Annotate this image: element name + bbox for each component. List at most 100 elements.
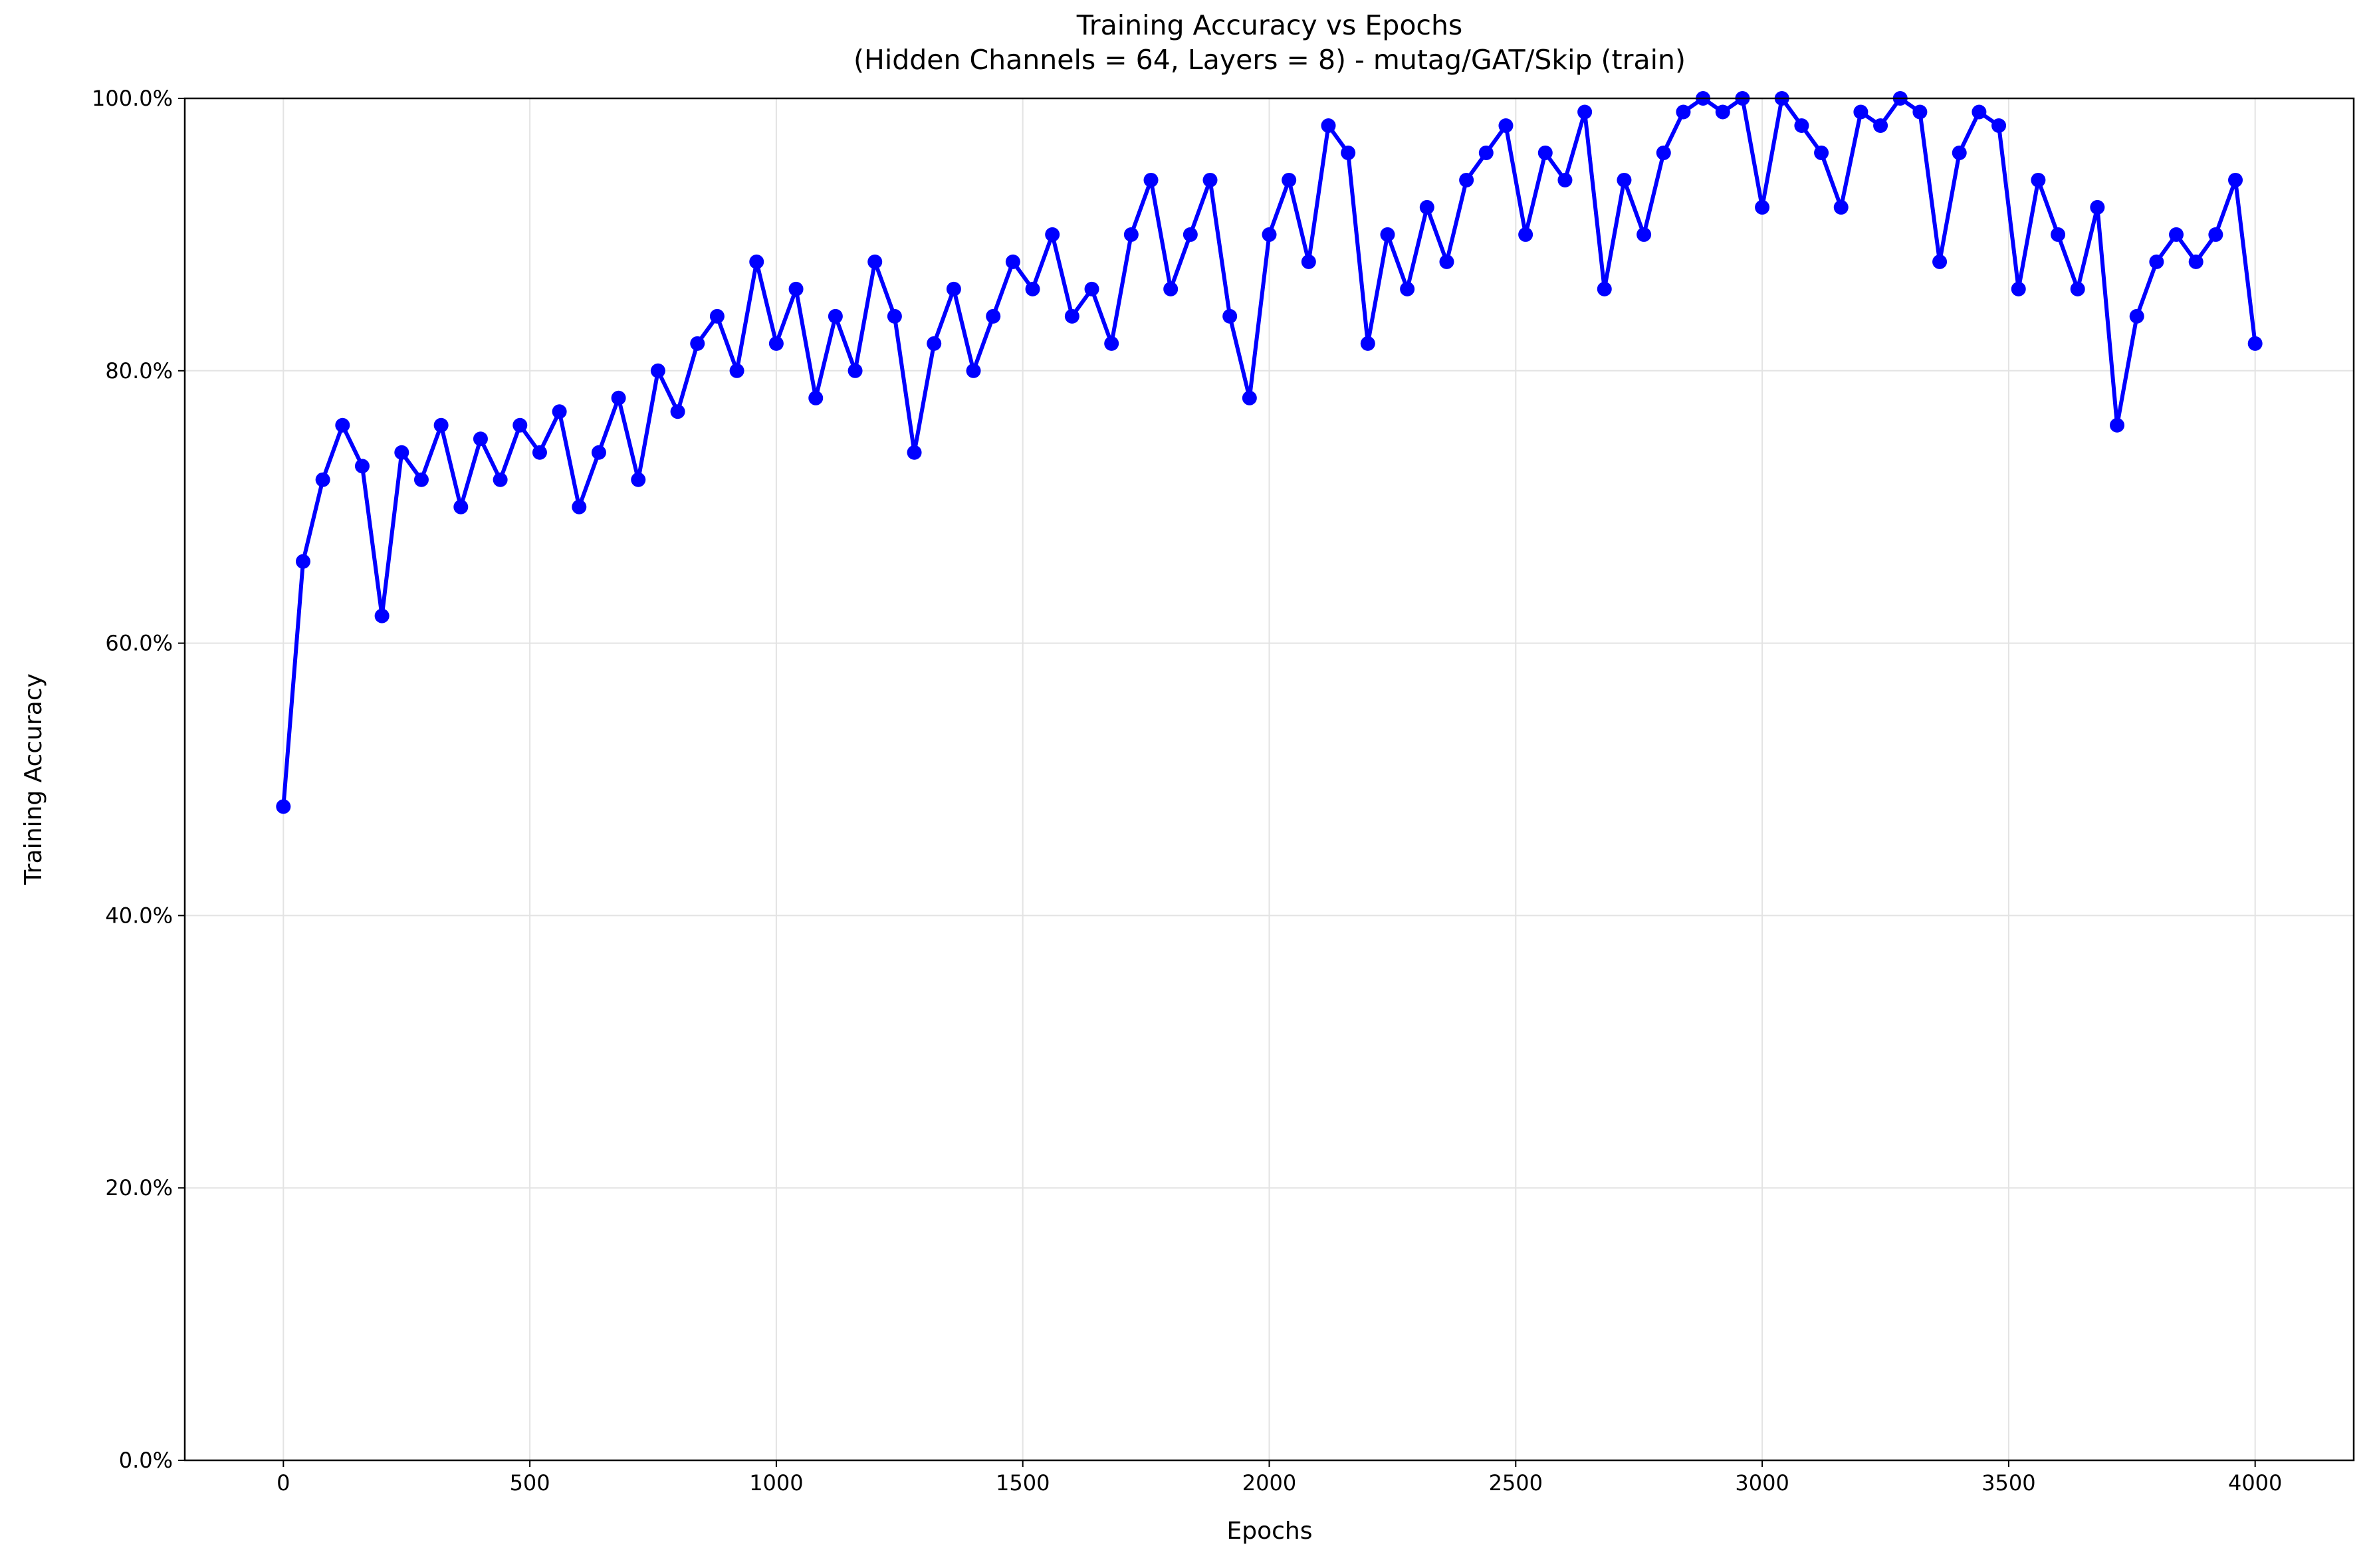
x-tick-label: 3500 [1981,1470,2035,1496]
data-point [1459,172,1474,187]
data-point [808,390,824,405]
data-point [2070,281,2085,296]
data-point [1341,145,1356,160]
data-point [966,363,981,378]
data-point [768,336,784,351]
data-point [453,499,469,514]
data-point [2051,227,2066,242]
data-point [2228,172,2243,187]
y-tick-label: 20.0% [105,1175,173,1200]
data-point [532,445,547,460]
y-tick-label: 60.0% [105,631,173,656]
data-point [1537,145,1553,160]
data-point [473,431,488,447]
chart-subtitle: (Hidden Channels = 64, Layers = 8) - mut… [853,44,1686,76]
data-point [1262,227,1277,242]
y-axis-label: Training Accuracy [20,673,47,885]
data-point [335,417,350,433]
data-point [354,459,370,474]
x-tick-label: 3000 [1735,1470,1789,1496]
data-point [907,445,922,460]
data-point [591,445,606,460]
data-point [315,472,330,487]
data-point [867,254,883,269]
data-point [2247,336,2263,351]
x-tick-label: 1500 [996,1470,1050,1496]
data-point [413,472,429,487]
data-point [1952,145,1967,160]
data-point [2149,254,2164,269]
data-point [1478,145,1494,160]
data-point [1637,227,1652,242]
data-point [1755,199,1770,215]
data-point [493,472,508,487]
data-point [986,308,1001,324]
y-tick-label: 100.0% [92,86,173,111]
data-point [1202,172,1218,187]
data-point [1833,199,1849,215]
data-point [749,254,764,269]
data-point [1991,118,2007,133]
y-tick-label: 40.0% [105,903,173,928]
data-point [2208,227,2223,242]
data-point [1676,104,1691,120]
data-point [295,554,310,569]
data-point [887,308,902,324]
plot-frame [183,97,2355,1462]
x-axis-label: Epochs [1227,1517,1313,1545]
data-point [1794,118,1809,133]
data-point [1005,254,1020,269]
data-point [2129,308,2144,324]
data-point [1045,227,1060,242]
data-point [729,363,744,378]
x-tick-label: 2500 [1489,1470,1543,1496]
data-point [1439,254,1454,269]
data-point [1972,104,1987,120]
data-point [1242,390,1257,405]
data-point [1025,281,1040,296]
x-tick-label: 2000 [1242,1470,1296,1496]
data-point [1853,104,1868,120]
data-point [927,336,942,351]
x-tick-label: 0 [277,1470,290,1496]
data-point [611,390,626,405]
data-point [2169,227,2184,242]
data-point [2188,254,2204,269]
data-point [1123,227,1139,242]
data-point [1557,172,1573,187]
data-point [1360,336,1375,351]
data-point [2011,281,2026,296]
data-point [1656,145,1671,160]
data-point [946,281,961,296]
data-point [1301,254,1316,269]
chart-title: Training Accuracy vs Epochs [1076,9,1463,41]
data-point [1380,227,1395,242]
data-point [828,308,843,324]
data-point [433,417,449,433]
data-point [1597,281,1612,296]
data-point [690,336,705,351]
data-point [1084,281,1099,296]
data-point [1064,308,1079,324]
data-point [1419,199,1434,215]
data-point [572,499,587,514]
data-point [2110,417,2125,433]
data-point [552,404,567,419]
data-point [374,608,390,623]
data-point [1518,227,1533,242]
data-point [1183,227,1198,242]
data-point [2031,172,2046,187]
data-point [650,363,665,378]
data-point [1321,118,1336,133]
data-point [512,417,528,433]
data-point [709,308,725,324]
data-point [631,472,646,487]
data-point [1498,118,1514,133]
data-point [1932,254,1948,269]
data-point [1163,281,1179,296]
data-point [1222,308,1238,324]
data-point [1814,145,1829,160]
data-point [394,445,409,460]
